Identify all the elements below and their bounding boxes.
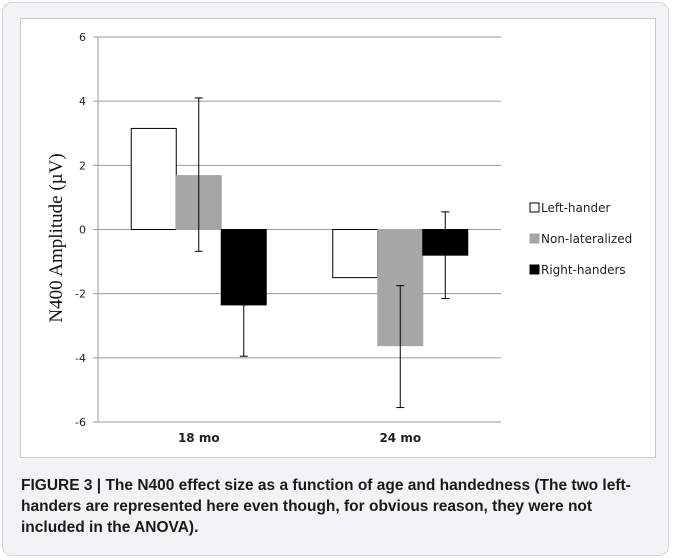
bar — [130, 127, 177, 230]
x-tick-label: 18 mo — [178, 431, 220, 445]
caption-text: The N400 effect size as a function of ag… — [21, 477, 631, 536]
bar-chart: 6 4 2 0 -2 -4 -6 18 mo 24 mo N400 Amplitude (µV… — [46, 31, 632, 445]
bar — [220, 229, 267, 306]
y-tick-label: -4 — [75, 352, 86, 365]
y-tick-label: -6 — [75, 416, 86, 429]
caption-label: FIGURE 3 | — [21, 477, 102, 494]
x-tick-label: 24 mo — [379, 431, 421, 445]
legend-swatch — [529, 233, 540, 244]
legend-label: Non-lateralized — [541, 232, 632, 246]
legend-swatch — [529, 264, 540, 275]
chart-panel: 6 4 2 0 -2 -4 -6 18 mo 24 mo N400 Amplitude (µV… — [20, 18, 656, 458]
bar — [332, 229, 379, 279]
y-axis-label: N400 Amplitude (µV) — [46, 153, 67, 322]
legend-swatch — [529, 202, 540, 213]
legend-label: Right-handers — [541, 263, 626, 277]
error-bars — [194, 97, 450, 409]
bars — [130, 127, 469, 347]
figure-caption: FIGURE 3 | The N400 effect size as a fun… — [21, 475, 657, 538]
y-tick-label: 2 — [79, 159, 86, 172]
y-tick-labels: 6 4 2 0 -2 -4 -6 — [75, 31, 86, 429]
legend-label: Left-hander — [541, 201, 610, 215]
y-tick-label: 6 — [79, 31, 86, 44]
y-tick-label: 4 — [79, 95, 86, 108]
y-tick-label: -2 — [75, 288, 86, 301]
y-tick-label: 0 — [79, 224, 86, 237]
x-tick-labels: 18 mo 24 mo — [178, 431, 421, 445]
legend: Left-hander Non-lateralized Right-handers — [529, 201, 632, 277]
